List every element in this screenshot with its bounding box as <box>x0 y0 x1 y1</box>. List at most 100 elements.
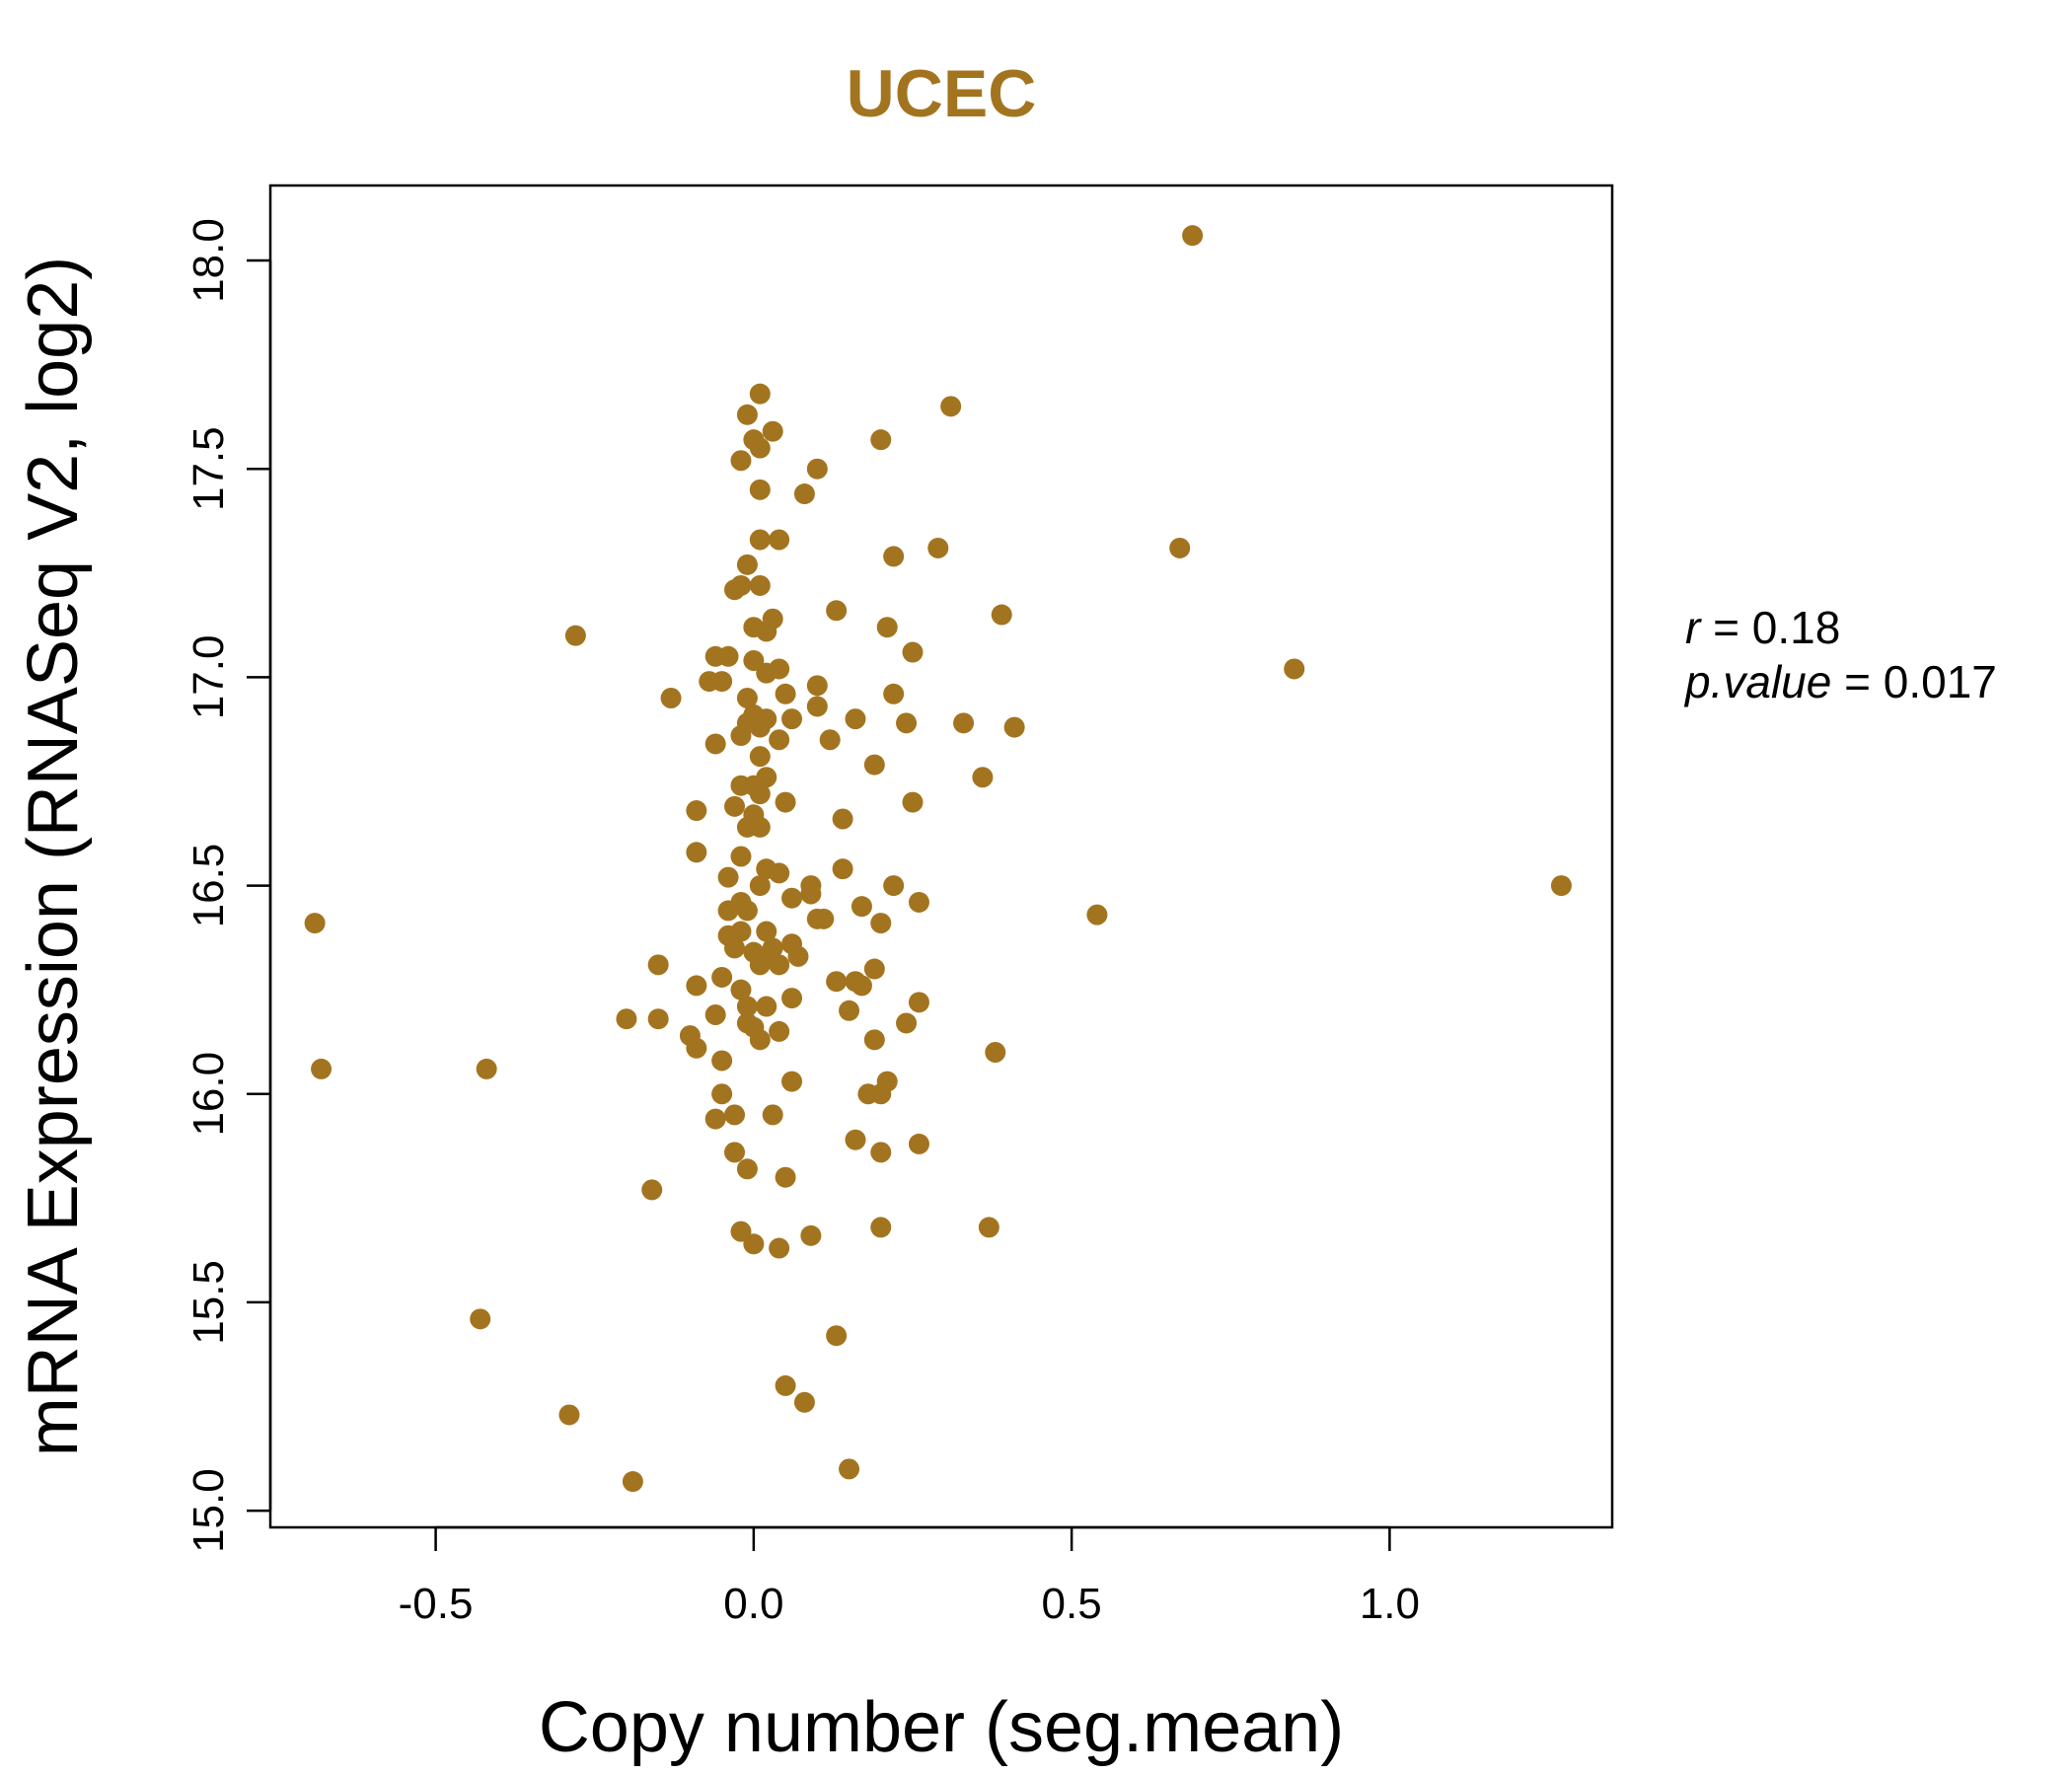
data-point <box>775 791 796 813</box>
data-point <box>806 675 828 697</box>
y-tick-label: 18.0 <box>185 218 233 303</box>
data-point <box>870 1142 892 1163</box>
data-point <box>800 875 822 897</box>
data-point <box>839 999 860 1021</box>
data-point <box>908 891 929 913</box>
data-point <box>736 996 758 1017</box>
x-tick-label: -0.5 <box>399 1580 474 1628</box>
data-point <box>769 529 790 551</box>
data-point <box>736 404 758 425</box>
x-axis: -0.5 0.0 0.5 1.0 <box>399 1525 1420 1628</box>
data-point <box>736 688 758 709</box>
data-point <box>717 866 739 888</box>
data-point <box>1284 658 1305 680</box>
r-value: 0.18 <box>1752 602 1841 653</box>
data-point <box>908 1133 929 1154</box>
data-point <box>845 708 866 730</box>
data-point <box>991 604 1012 626</box>
data-point <box>775 683 796 704</box>
data-point <box>762 420 783 442</box>
data-point <box>564 625 586 646</box>
data-point <box>749 479 771 500</box>
data-point <box>781 887 803 909</box>
data-point <box>616 1008 637 1030</box>
data-point <box>749 1029 771 1051</box>
data-point <box>769 1020 790 1042</box>
data-point <box>806 696 828 717</box>
equals-sign: = <box>1844 656 1884 707</box>
data-point <box>558 1404 580 1426</box>
data-point <box>476 1058 497 1079</box>
data-point <box>883 546 905 567</box>
y-tick-label: 16.0 <box>185 1052 233 1137</box>
data-point <box>863 958 885 980</box>
data-point <box>902 641 924 663</box>
data-point <box>730 846 752 867</box>
x-tick-label: 0.5 <box>1042 1580 1102 1628</box>
data-point <box>743 649 765 671</box>
data-point <box>863 1029 885 1051</box>
data-point <box>883 683 905 704</box>
data-point <box>1003 716 1025 738</box>
data-point <box>711 966 733 988</box>
data-point <box>826 971 848 993</box>
data-point <box>813 908 835 929</box>
data-point <box>756 708 777 730</box>
data-point <box>793 483 815 505</box>
y-tick-label: 17.0 <box>185 635 233 720</box>
data-point <box>749 529 771 551</box>
r-label: r <box>1685 602 1702 653</box>
data-point <box>972 767 994 788</box>
data-point <box>851 975 872 997</box>
data-point <box>896 712 918 734</box>
data-point <box>749 875 771 897</box>
p-label: p.value <box>1683 656 1831 707</box>
data-point <box>793 1391 815 1413</box>
data-point <box>647 1008 669 1030</box>
data-point <box>749 437 771 459</box>
x-axis-title: Copy number (seg.mean) <box>539 1688 1344 1767</box>
data-point <box>730 574 752 596</box>
data-point <box>647 954 669 976</box>
chart-title: UCEC <box>847 56 1037 131</box>
data-point <box>819 729 841 751</box>
data-point <box>730 1221 752 1242</box>
data-point <box>749 574 771 596</box>
data-point <box>769 1237 790 1259</box>
data-point <box>311 1058 333 1079</box>
y-axis-title: mRNA Expression (RNASeq V2, log2) <box>14 257 93 1456</box>
data-point <box>832 858 853 880</box>
data-point <box>724 1104 746 1126</box>
data-point <box>704 1003 726 1025</box>
data-point <box>896 1012 918 1034</box>
data-point <box>749 383 771 405</box>
data-point <box>749 746 771 768</box>
data-point <box>978 1217 999 1238</box>
data-point <box>902 791 924 813</box>
data-point <box>724 795 746 817</box>
data-point <box>851 896 872 918</box>
data-point <box>686 800 707 822</box>
data-point <box>800 1224 822 1246</box>
data-point <box>769 862 790 884</box>
equals-sign: = <box>1713 602 1752 653</box>
data-point <box>730 979 752 1000</box>
data-point <box>730 450 752 472</box>
data-point <box>736 1158 758 1180</box>
data-point <box>781 1071 803 1092</box>
data-point <box>787 945 809 967</box>
data-point <box>863 754 885 776</box>
data-point <box>940 396 962 417</box>
data-point <box>304 913 326 934</box>
data-point <box>736 900 758 922</box>
y-tick-label: 15.5 <box>185 1260 233 1345</box>
data-point <box>908 992 929 1013</box>
correlation-stat: r = 0.18 <box>1685 602 1840 653</box>
x-tick-label: 1.0 <box>1360 1580 1420 1628</box>
data-point <box>876 1071 898 1092</box>
data-point <box>839 1458 860 1480</box>
data-point <box>883 875 905 897</box>
data-point <box>985 1042 1006 1064</box>
data-point <box>756 767 777 788</box>
y-tick-label: 15.0 <box>185 1468 233 1553</box>
